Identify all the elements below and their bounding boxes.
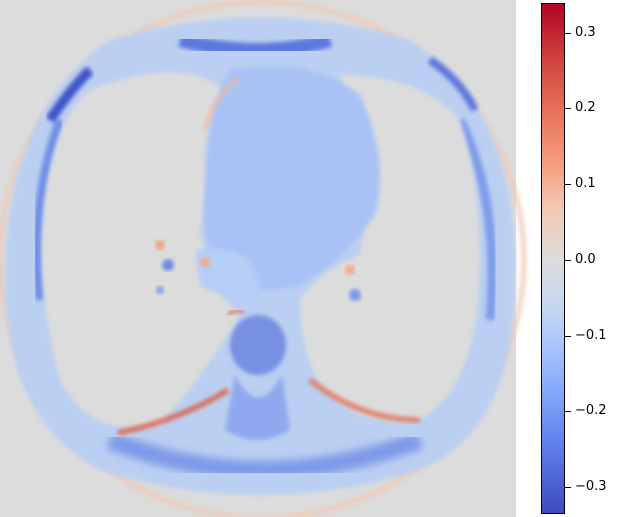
colorbar-tick-label: 0.2 <box>575 100 596 115</box>
colorbar-tick <box>565 33 571 34</box>
colorbar-tick <box>565 108 571 109</box>
colorbar-tick <box>565 184 571 185</box>
colorbar-gradient <box>541 3 565 514</box>
colorbar-tick <box>565 260 571 261</box>
colorbar-tick-label: 0.1 <box>575 176 596 191</box>
colorbar-tick-label: −0.2 <box>575 403 607 418</box>
colorbar-tick <box>565 336 571 337</box>
colorbar-tick-label: −0.3 <box>575 479 607 494</box>
colorbar-tick <box>565 487 571 488</box>
ct-slice <box>0 0 527 517</box>
colorbar-tick <box>565 411 571 412</box>
colorbar-tick-label: −0.1 <box>575 328 607 343</box>
colorbar-tick-label: 0.3 <box>575 25 596 40</box>
colorbar-tick-label: 0.0 <box>575 252 596 267</box>
